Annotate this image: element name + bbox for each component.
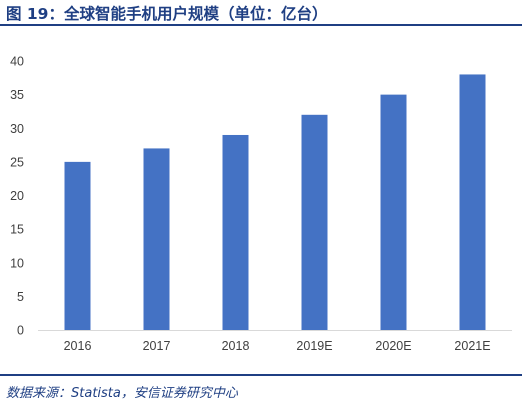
bar-2018 <box>222 134 249 330</box>
y-tick-label: 10 <box>10 256 24 270</box>
y-tick-label: 25 <box>10 155 24 169</box>
y-tick-label: 35 <box>10 88 24 102</box>
source-note: 数据来源：Statista，安信证券研究中心 <box>6 386 238 401</box>
x-tick-label: 2021E <box>454 339 490 353</box>
footer-divider <box>0 374 522 376</box>
y-tick-label: 20 <box>10 189 24 203</box>
x-tick-label: 2016 <box>64 339 92 353</box>
y-tick-label: 5 <box>17 290 24 304</box>
figure-title: 图 19：全球智能手机用户规模（单位：亿台） <box>6 5 328 23</box>
y-axis: 0 5 10 15 20 25 30 35 40 <box>10 55 24 338</box>
bar-2016 <box>64 161 91 330</box>
bar-2021E <box>459 74 486 330</box>
x-tick-label: 2019E <box>296 339 332 353</box>
y-tick-label: 40 <box>10 55 24 69</box>
bar-2017 <box>143 148 170 330</box>
x-tick-label: 2020E <box>375 339 411 353</box>
y-tick-label: 30 <box>10 122 24 136</box>
y-tick-label: 0 <box>17 324 24 338</box>
title-divider <box>0 24 522 26</box>
x-tick-label: 2018 <box>222 339 250 353</box>
x-axis: 2016 2017 2018 2019E 2020E 2021E <box>64 339 491 353</box>
bar-2020E <box>380 94 407 330</box>
x-tick-label: 2017 <box>143 339 171 353</box>
bar-series <box>64 74 486 330</box>
bar-2019E <box>301 114 328 330</box>
y-tick-label: 15 <box>10 223 24 237</box>
